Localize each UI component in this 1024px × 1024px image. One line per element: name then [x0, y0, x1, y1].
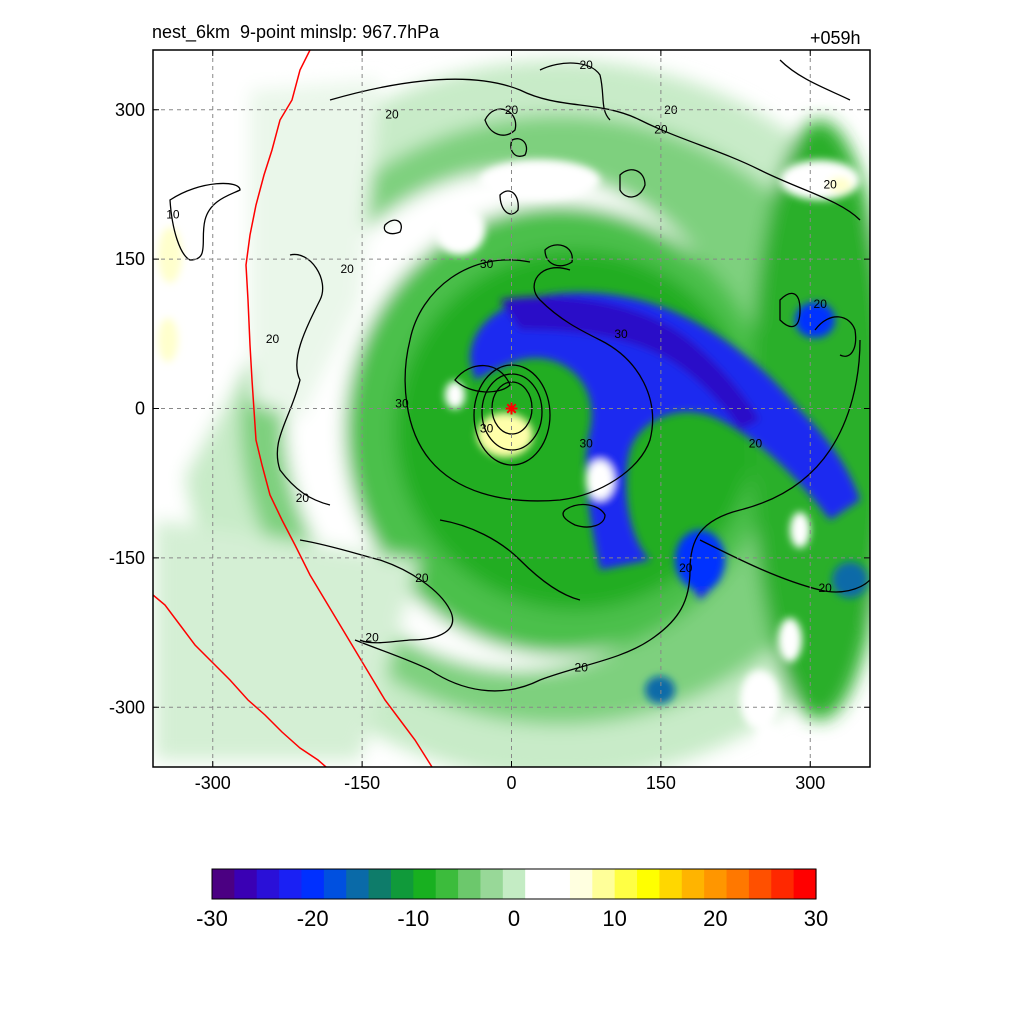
contour-label: 20: [266, 332, 280, 346]
contour-label: 20: [819, 581, 833, 595]
contour-line: [383, 219, 402, 235]
contour-line: [329, 78, 861, 221]
contour-label: 20: [575, 660, 589, 674]
contour-label: 20: [385, 108, 399, 122]
contour-labels: 20 20 20 20 20 10 20 20 30 30 30 30 30 20 20 20 20 20 20 20…: [166, 58, 837, 674]
y-tick-label: 300: [115, 100, 145, 120]
colorbar-swatch: [346, 869, 370, 899]
contour-label: 30: [480, 421, 494, 435]
colorbar-tick-label: 30: [804, 906, 828, 931]
contour-label: 20: [415, 571, 429, 585]
contour-label: 20: [823, 177, 837, 191]
contour-label: 30: [614, 327, 628, 341]
center-marker-stroke: [506, 403, 517, 414]
contour-lines: [169, 59, 870, 692]
colorbar-swatch: [547, 869, 571, 899]
colorbar-swatch: [234, 869, 258, 899]
red-boundary-lines: [153, 50, 433, 767]
colorbar-swatch: [726, 869, 750, 899]
contour-label: 20: [580, 58, 594, 72]
contour-line: [562, 503, 606, 528]
colorbar-swatch: [525, 869, 549, 899]
contour-label: 20: [654, 123, 668, 137]
colorbar-tick-label: -10: [397, 906, 429, 931]
colorbar-swatch: [659, 869, 683, 899]
colorbar-tick-label: 20: [703, 906, 727, 931]
contour-label: 20: [814, 297, 828, 311]
colorbar-tick-label: -20: [297, 906, 329, 931]
colorbar-swatch: [413, 869, 437, 899]
colorbar-swatch: [480, 869, 504, 899]
colorbar-swatch: [212, 869, 235, 899]
colorbar-swatch: [569, 869, 593, 899]
colorbar-swatch: [592, 869, 616, 899]
colorbar-swatch: [771, 869, 795, 899]
colorbar-swatch: [256, 869, 280, 899]
x-tick-label: 300: [795, 773, 825, 793]
contour-line: [544, 244, 573, 267]
contour-line: [276, 253, 331, 506]
colorbar-swatch: [681, 869, 705, 899]
y-tick-label: -300: [109, 697, 145, 717]
colorbar-swatch: [793, 869, 817, 899]
contour-line: [169, 182, 241, 261]
colorbar-swatch: [279, 869, 303, 899]
contour-label: 20: [749, 436, 763, 450]
contour-line: [539, 62, 611, 121]
colorbar-swatch: [323, 869, 347, 899]
colorbar-swatch: [614, 869, 638, 899]
contour-line: [779, 59, 851, 101]
colorbar-swatch: [637, 869, 661, 899]
colorbar: -30 -20 -10 0 10 20 30: [196, 868, 828, 931]
shaded-field: [153, 50, 870, 767]
contour-line: [439, 519, 581, 601]
colorbar-swatch: [458, 869, 482, 899]
contour-line: [481, 373, 543, 451]
contour-line: [619, 169, 646, 198]
colorbar-tick-label: -30: [196, 906, 228, 931]
colorbar-frame: [211, 868, 817, 900]
y-tick-label: 150: [115, 249, 145, 269]
contour-line: [779, 292, 801, 328]
colorbar-swatch: [502, 869, 526, 899]
contour-label: 20: [679, 561, 693, 575]
y-tick-label: 0: [135, 399, 145, 419]
x-tick-label: -300: [195, 773, 231, 793]
contour-label: 20: [341, 262, 355, 276]
x-tick-label: -150: [344, 773, 380, 793]
contour-line: [454, 364, 511, 393]
contour-label: 20: [296, 491, 310, 505]
colorbar-swatch: [748, 869, 772, 899]
contour-label: 30: [580, 436, 594, 450]
contour-label: 30: [480, 257, 494, 271]
contour-line: [404, 259, 654, 502]
colorbar-tick-label: 10: [602, 906, 626, 931]
contour-line: [299, 539, 454, 644]
contour-label: 30: [395, 397, 409, 411]
colorbar-swatch: [301, 869, 325, 899]
contour-label: 10: [166, 207, 180, 221]
contour-label: 20: [365, 631, 379, 645]
contour-label: 20: [664, 103, 678, 117]
contour-line: [484, 108, 517, 136]
contour-line: [814, 316, 857, 357]
chart-title: nest_6km 9-point minslp: 967.7hPa: [152, 22, 440, 42]
forecast-hour-label: +059h: [810, 28, 861, 48]
colorbar-swatch: [368, 869, 392, 899]
red-line-south: [153, 594, 327, 767]
red-line-north: [245, 50, 433, 767]
colorbar-swatch: [435, 869, 459, 899]
contour-line: [473, 364, 551, 466]
x-tick-label: 0: [506, 773, 516, 793]
colorbar-swatch: [704, 869, 728, 899]
y-tick-label: -150: [109, 548, 145, 568]
colorbar-swatch: [390, 869, 414, 899]
colorbar-tick-label: 0: [508, 906, 520, 931]
storm-center-marker: [505, 402, 518, 415]
contour-line: [354, 339, 861, 692]
axes: -300 -150 0 150 300 -300 -150 0 150 300: [109, 50, 870, 793]
contour-line: [499, 190, 519, 215]
x-tick-label: 150: [646, 773, 676, 793]
